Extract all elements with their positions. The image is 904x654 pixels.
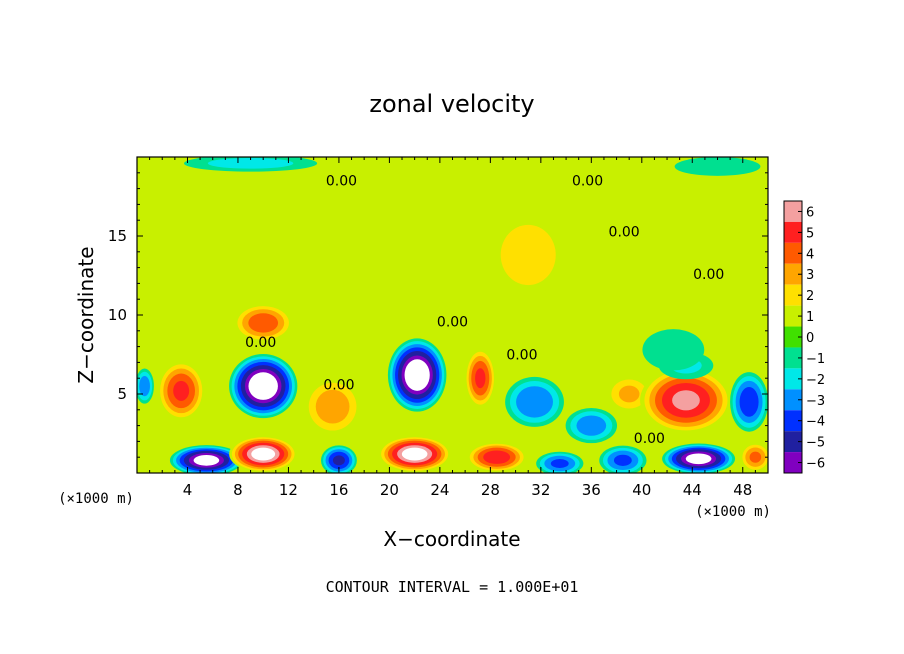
negative-velocity-cell-15 [184,157,318,172]
colorbar-swatch--6 [784,452,802,473]
colorbar-swatch--4 [784,410,802,432]
x-tick-label-20: 20 [380,481,399,499]
velocity-field [137,157,768,473]
negative-velocity-cell-25 [599,445,647,473]
negative-velocity-cell-3 [137,368,154,404]
x-tick-label-16: 16 [329,481,348,499]
positive-velocity-cell-23 [466,442,527,473]
y-axis-ticks: 5 10 15 [108,172,768,458]
y-axis-label: Z−coordinate [74,246,98,383]
contour-labels: 0.00 0.00 0.00 0.00 0.00 0.00 0.00 0.00 0.00 [245,174,724,448]
positive-velocity-cell-6 [464,348,496,409]
colorbar-swatch-4 [784,242,802,264]
colorbar-label-0: 0 [806,331,814,346]
colorbar-swatch-3 [784,263,802,285]
contour-label-1: 0.00 [572,174,603,190]
y-tick-label-15: 15 [108,227,127,245]
colorbar-label-1: 1 [806,310,814,325]
negative-velocity-cell-26 [662,443,736,473]
x-tick-label-24: 24 [430,481,449,499]
colorbar-label--6: −6 [806,457,825,472]
x-tick-label-44: 44 [683,481,702,499]
negative-velocity-cell-18 [642,329,705,371]
contour-label-7: 0.00 [323,378,354,394]
negative-velocity-cell-16 [674,157,761,176]
y-tick-label-10: 10 [108,306,127,324]
colorbar-swatch--1 [784,347,802,369]
x-tick-label-40: 40 [632,481,651,499]
colorbar-label-6: 6 [806,205,814,220]
colorbar-swatch-6 [784,201,802,222]
positive-velocity-cell-27 [740,442,768,472]
contour-label-4: 0.00 [437,314,468,330]
contour-interval-note: CONTOUR INTERVAL = 1.000E+01 [326,578,579,596]
contour-label-2: 0.00 [609,224,640,240]
colorbar-swatch--2 [784,368,802,390]
contour-label-3: 0.00 [693,267,724,283]
positive-velocity-cell-13 [491,214,565,296]
negative-velocity-cell-24 [536,451,584,473]
colorbar-label--1: −1 [806,352,825,367]
positive-velocity-cell-4 [303,377,362,436]
contour-label-0: 0.00 [326,174,357,190]
colorbar-label--3: −3 [806,394,825,409]
negative-velocity-cell-1 [229,354,298,419]
colorbar-swatch-0 [784,326,802,348]
colorbar-swatch-5 [784,221,802,243]
x-tick-label-28: 28 [481,481,500,499]
colorbar-swatch--5 [784,431,802,453]
colorbar-label-3: 3 [806,268,814,283]
x-axis-ticks: 4 8 12 16 20 24 28 32 36 40 44 48 [149,157,756,499]
negative-velocity-cell-21 [320,445,357,473]
negative-velocity-cell-5 [387,338,447,412]
x-tick-label-4: 4 [183,481,193,499]
x-axis-label: X−coordinate [383,527,520,551]
negative-velocity-cell-11 [730,372,768,432]
negative-velocity-cell-19 [169,445,243,473]
positive-velocity-cell-20 [229,435,298,473]
positive-velocity-cell-10 [640,367,732,434]
colorbar-label-2: 2 [806,289,814,304]
colorbar-label--5: −5 [806,436,825,451]
colorbar-label-4: 4 [806,247,814,262]
y-tick-label-5: 5 [117,385,127,403]
contour-label-8: 0.00 [634,431,665,447]
colorbar-swatch-2 [784,284,802,306]
negative-velocity-cell-8 [565,408,618,444]
positive-velocity-cell-22 [378,435,452,473]
colorbar-swatch-1 [784,305,802,327]
chart-title: zonal velocity [369,90,534,118]
negative-velocity-cell-7 [505,376,564,427]
x-unit-right: (×1000 m) [695,504,771,520]
contour-label-6: 0.00 [245,335,276,351]
x-unit-left: (×1000 m) [58,491,134,507]
positive-velocity-cell-14 [438,255,492,296]
x-tick-label-36: 36 [582,481,601,499]
colorbar-label--4: −4 [806,415,825,430]
colorbar: 6 5 4 3 2 1 0 −1 −2 −3 −4 −5 −6 [783,200,825,474]
positive-velocity-cell-2 [157,360,206,421]
colorbar-label--2: −2 [806,373,825,388]
x-tick-label-8: 8 [233,481,243,499]
colorbar-label-5: 5 [806,226,814,241]
x-tick-label-12: 12 [279,481,298,499]
positive-velocity-cell-0 [233,303,293,343]
x-tick-label-32: 32 [531,481,550,499]
x-tick-label-48: 48 [733,481,752,499]
contour-label-5: 0.00 [506,348,537,364]
colorbar-swatch--3 [784,389,802,411]
